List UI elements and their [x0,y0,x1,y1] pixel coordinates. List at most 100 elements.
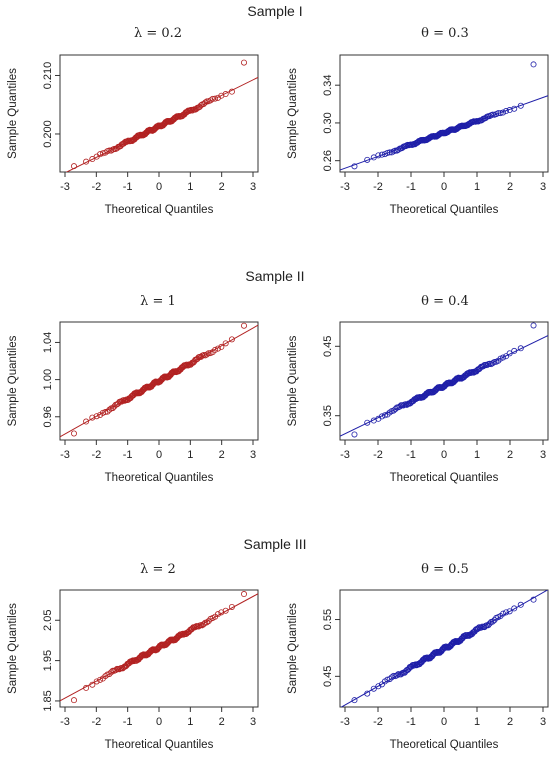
y-tick-label: 0.45 [322,666,334,687]
data-point [97,676,104,683]
x-tick-label: -2 [373,449,383,461]
reference-line [340,590,548,707]
x-tick-label: 0 [441,181,447,193]
y-tick-label: 0.200 [42,120,54,148]
data-point [351,163,358,170]
data-point [109,146,116,153]
data-point [384,149,391,156]
data-point [214,345,221,352]
data-point [463,632,470,639]
data-point [203,351,210,358]
data-point [121,397,128,404]
data-points [351,322,537,438]
y-tick-label: 0.26 [322,150,334,171]
data-point [241,591,248,598]
data-point [386,149,393,156]
x-tick-label: -1 [406,716,416,728]
x-tick-label: 2 [219,181,225,193]
y-tick-label: 0.30 [322,112,334,133]
x-axis-label: Theoretical Quantiles [105,204,214,216]
data-point [388,674,395,681]
data-point [486,620,493,627]
y-axis-label: Sample Quantiles [287,603,299,694]
data-point [241,59,248,66]
data-point [491,358,498,365]
data-point [530,596,537,603]
data-point [517,345,524,352]
data-point [218,343,225,350]
data-point [530,61,537,68]
x-tick-label: -3 [340,181,350,193]
y-axis-label: Sample Quantiles [287,68,299,159]
x-axis-label: Theoretical Quantiles [390,739,499,751]
data-point [212,346,219,353]
panel-title-lambda-2: λ = 1 [140,294,176,309]
x-tick-label: -1 [406,449,416,461]
data-point [375,683,382,690]
data-point [83,684,90,691]
data-point [185,362,192,369]
x-tick-label: -1 [123,716,133,728]
x-tick-label: -3 [60,716,70,728]
data-point [200,621,207,628]
section-title-sample-2: Sample II [245,268,305,284]
panel-title-theta-3: θ = 0.5 [421,562,469,577]
data-points [70,322,248,437]
y-tick-label: 1.04 [42,332,54,353]
panel-title-theta-1: θ = 0.3 [421,26,469,41]
data-point [202,99,209,106]
data-point [120,397,127,404]
data-point [97,151,104,158]
x-tick-label: -2 [91,449,101,461]
panel-title-lambda-1: λ = 0.2 [133,26,183,41]
data-point [205,350,212,357]
x-axis-label: Theoretical Quantiles [390,472,499,484]
data-point [106,670,113,677]
data-point [351,431,358,438]
x-tick-label: -2 [91,716,101,728]
data-point [503,108,510,115]
x-tick-label: -2 [91,181,101,193]
y-axis-label: Sample Quantiles [7,335,19,426]
x-tick-label: 3 [250,449,256,461]
data-point [511,347,518,354]
panel-title-lambda-3: λ = 2 [140,562,176,577]
data-point [203,98,210,105]
y-tick-label: 1.00 [42,369,54,390]
section-title-sample-3: Sample III [243,536,307,552]
data-points [70,59,248,170]
x-axis-label: Theoretical Quantiles [105,472,214,484]
x-tick-label: -1 [123,449,133,461]
qq-plot-5: -3 -2 -1 0 1 2 3 Theoretical Quantiles 1.85 1.95 2… [7,589,259,751]
data-point [228,603,235,610]
data-point [506,350,513,357]
data-point [393,672,400,679]
data-point [214,611,221,618]
qq-plot-4: -3 -2 -1 0 1 2 3 Theoretical Quantiles 0.35 0.45 S… [287,321,549,484]
x-tick-label: 1 [187,449,193,461]
y-tick-label: 0.34 [322,74,334,95]
data-point [364,156,371,163]
x-tick-label: 2 [507,181,513,193]
data-point [381,412,388,419]
data-point [89,681,96,688]
x-tick-label: 0 [441,716,447,728]
data-point [70,163,77,170]
data-point [222,607,229,614]
x-tick-label: 3 [250,716,256,728]
plot-frame [339,321,549,441]
data-point [500,610,507,617]
qq-plot-2: -3 -2 -1 0 1 2 3 Theoretical Quantiles 0.26 0.30 0… [287,54,549,216]
panel-title-theta-2: θ = 0.4 [421,294,469,309]
plot-frame [59,54,259,173]
x-tick-label: 2 [219,716,225,728]
data-point [474,626,481,633]
x-tick-label: 1 [187,181,193,193]
x-tick-label: -1 [123,181,133,193]
data-point [364,419,371,426]
data-point [70,430,77,437]
data-point [489,360,496,367]
y-tick-label: 1.95 [42,650,54,671]
section-title-sample-1: Sample I [247,3,303,19]
